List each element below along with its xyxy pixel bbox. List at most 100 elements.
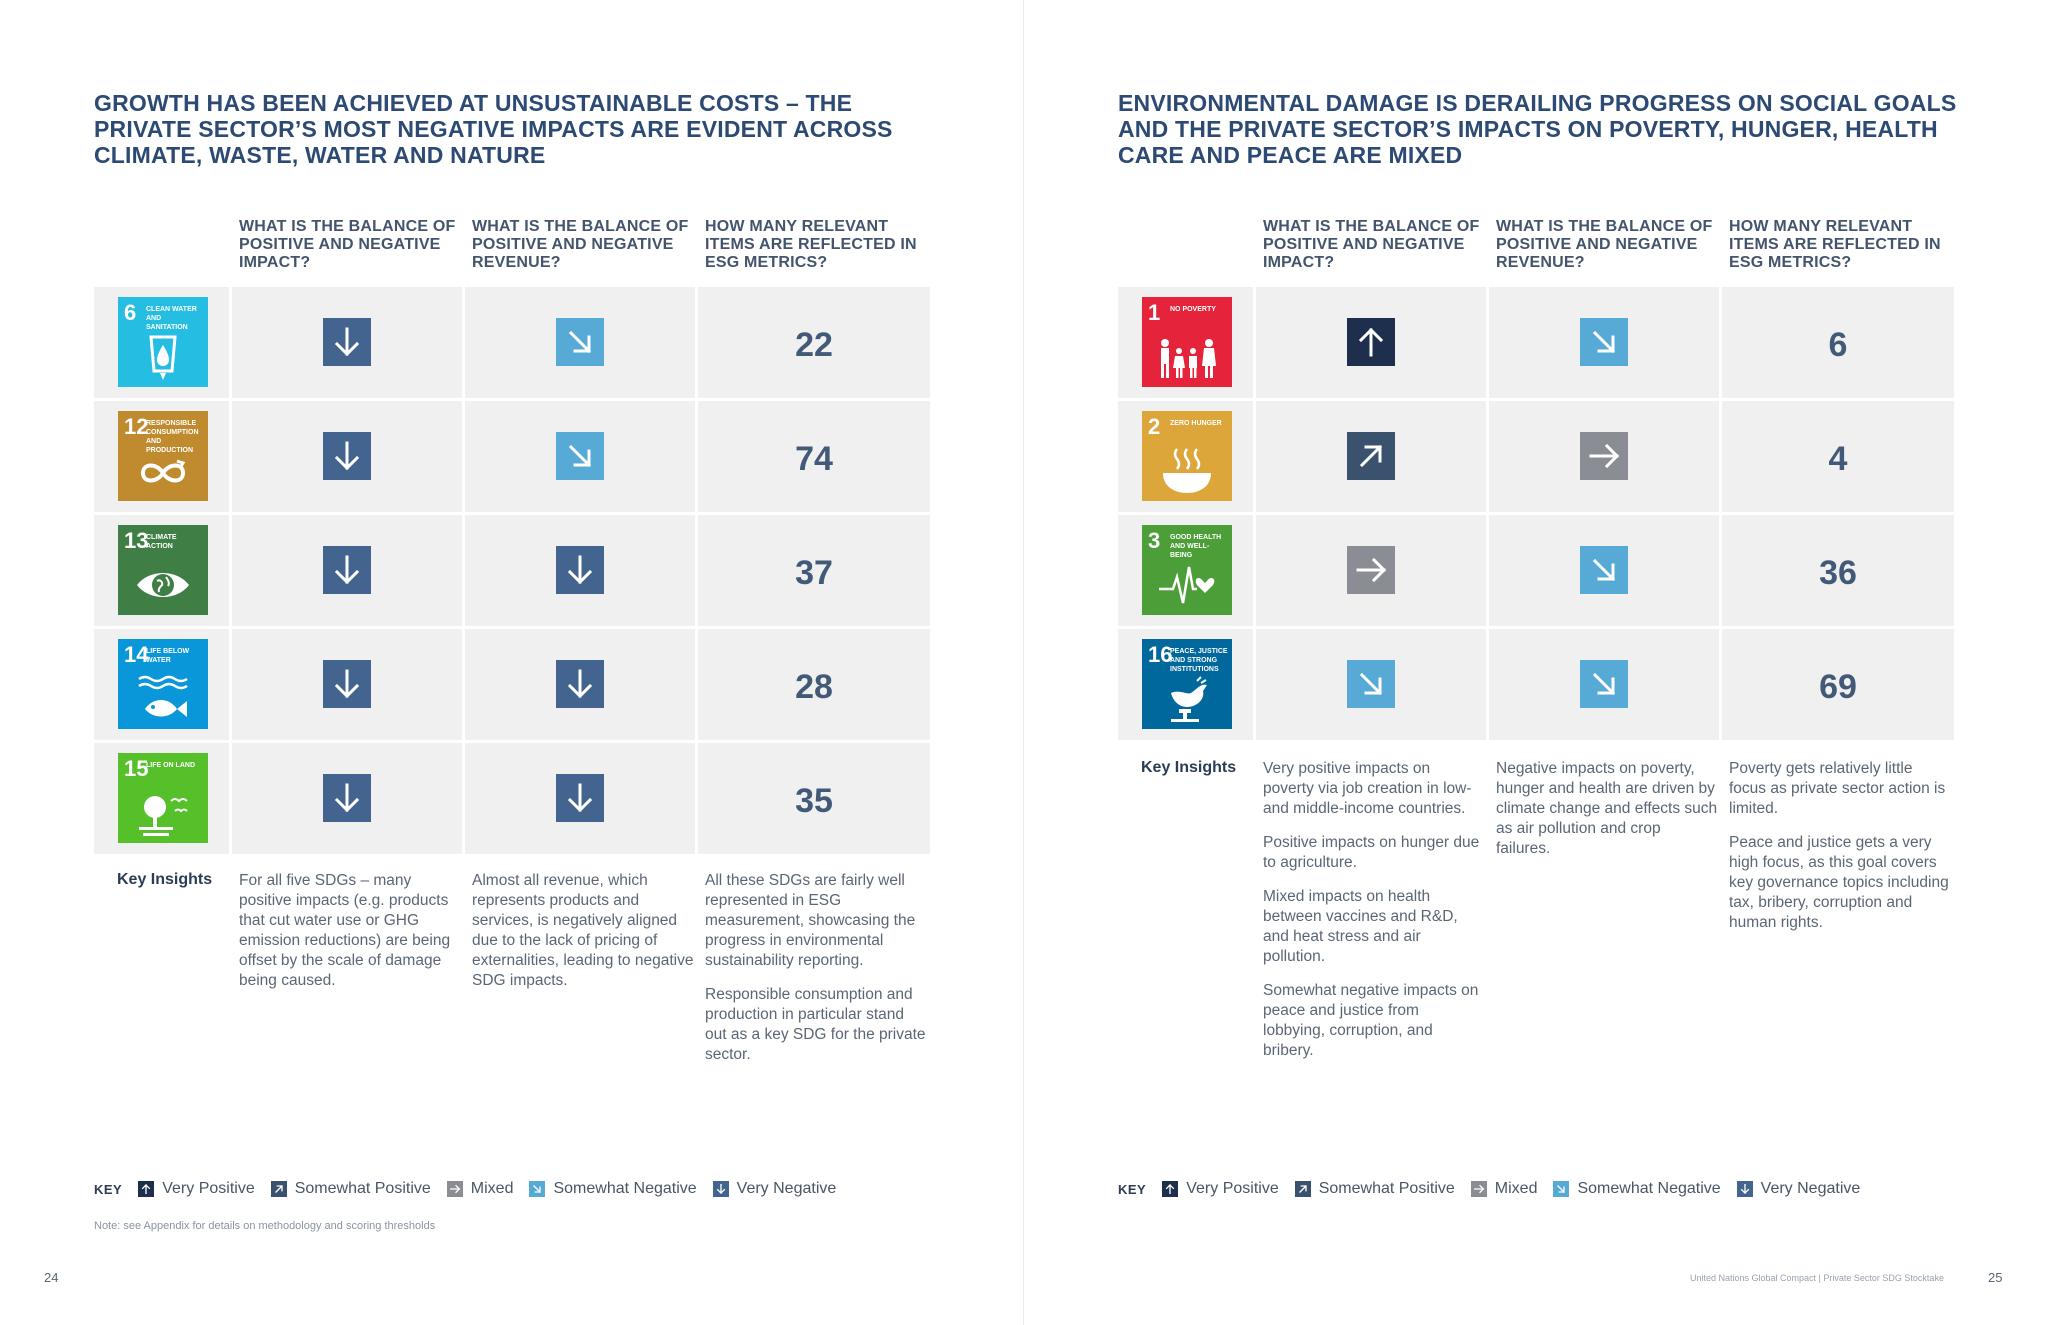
arrow-down-right-icon (1347, 660, 1395, 708)
sdg-tile: 16 PEACE, JUSTICE AND STRONG INSTITUTIONS (1142, 639, 1232, 729)
earth-eye-icon (133, 559, 193, 611)
sdg-table: 1 NO POVERTY 6 2 ZERO HUNGER 4 3 GOOD HEALTH AN… (1118, 287, 1954, 743)
esg-count: 22 (795, 326, 833, 364)
legend-key: KEY Very Positive Somewhat Positive Mixed So… (1118, 1180, 1876, 1198)
arrow-down-right-icon (556, 318, 604, 366)
footer-text: United Nations Global Compact | Private … (1690, 1273, 1944, 1283)
sdg-tile: 13 CLIMATE ACTION (118, 525, 208, 615)
sdg-number: 2 (1148, 414, 1161, 439)
arrow-down-icon (323, 660, 371, 708)
left-page: GROWTH HAS BEEN ACHIEVED AT UNSUSTAINABL… (44, 90, 930, 1285)
legend-item-label: Very Positive (162, 1180, 255, 1197)
esg-count: 28 (795, 668, 833, 706)
legend-key: KEY Very Positive Somewhat Positive Mixed So… (94, 1180, 852, 1198)
sdg-label: PEACE, JUSTICE AND STRONG INSTITUTIONS (1170, 648, 1228, 673)
column-header-esg: HOW MANY RELEVANT ITEMS ARE REFLECTED IN… (705, 218, 917, 271)
table-row: 14 LIFE BELOW WATER 28 (94, 629, 930, 740)
arrow-down-right-icon (1580, 546, 1628, 594)
legend-item-label: Very Negative (1760, 1180, 1861, 1197)
esg-count: 74 (795, 440, 833, 478)
table-row: 15 LIFE ON LAND 35 (94, 743, 930, 854)
esg-count-cell: 37 (698, 515, 930, 626)
arrow-right-icon (1470, 1181, 1487, 1197)
esg-count: 6 (1828, 326, 1848, 364)
arrow-down-right-icon (1553, 1181, 1570, 1197)
revenue-cell (465, 515, 695, 626)
sdg-cell: 3 GOOD HEALTH AND WELL-BEING (1118, 515, 1253, 626)
legend-item: Somewhat Negative (529, 1180, 697, 1198)
insight-paragraph: Somewhat negative impacts on peace and j… (1263, 982, 1479, 1059)
table-row: 13 CLIMATE ACTION 37 (94, 515, 930, 626)
sdg-cell: 15 LIFE ON LAND (94, 743, 229, 854)
arrow-right-icon (1347, 546, 1395, 594)
esg-count-cell: 22 (698, 287, 930, 398)
impact-cell (232, 287, 462, 398)
column-header-revenue: WHAT IS THE BALANCE OF POSITIVE AND NEGA… (472, 218, 689, 271)
sdg-tile: 3 GOOD HEALTH AND WELL-BEING (1142, 525, 1232, 615)
sdg-label: RESPONSIBLE CONSUMPTION AND PRODUCTION (146, 420, 199, 454)
column-header-esg: HOW MANY RELEVANT ITEMS ARE REFLECTED IN… (1729, 218, 1941, 271)
table-row: 3 GOOD HEALTH AND WELL-BEING 36 (1118, 515, 1954, 626)
revenue-cell (465, 287, 695, 398)
legend-item: Somewhat Negative (1553, 1180, 1721, 1198)
arrow-right-icon (1580, 432, 1628, 480)
insights-impact: Very positive impacts on poverty via job… (1263, 759, 1485, 1075)
methodology-note: Note: see Appendix for details on method… (94, 1220, 436, 1232)
table-row: 12 RESPONSIBLE CONSUMPTION AND PRODUCTION… (94, 401, 930, 512)
arrow-right-icon (446, 1181, 463, 1197)
page-title: ENVIRONMENTAL DAMAGE IS DERAILING PROGRE… (1118, 90, 1957, 168)
arrow-up-icon (1347, 318, 1395, 366)
esg-count-cell: 35 (698, 743, 930, 854)
esg-count: 37 (795, 554, 833, 592)
water-drop-glass-icon (133, 331, 193, 383)
sdg-label: GOOD HEALTH AND WELL-BEING (1170, 534, 1222, 559)
sdg-cell: 12 RESPONSIBLE CONSUMPTION AND PRODUCTION (94, 401, 229, 512)
legend-item-label: Mixed (1494, 1180, 1538, 1197)
impact-cell (232, 515, 462, 626)
insights-revenue: Negative impacts on poverty, hunger and … (1496, 759, 1718, 873)
sdg-cell: 13 CLIMATE ACTION (94, 515, 229, 626)
impact-cell (232, 401, 462, 512)
arrow-down-right-icon (1580, 660, 1628, 708)
heartbeat-icon (1157, 559, 1217, 611)
legend-item-label: Very Positive (1186, 1180, 1279, 1197)
insight-paragraph: Negative impacts on poverty, hunger and … (1496, 760, 1718, 857)
infinity-loop-icon (133, 445, 193, 497)
sdg-tile: 6 CLEAN WATER AND SANITATION (118, 297, 208, 387)
legend-item-label: Somewhat Positive (1318, 1180, 1455, 1197)
insight-paragraph: Peace and justice gets a very high focus… (1729, 834, 1949, 931)
insight-paragraph: Almost all revenue, which represents pro… (472, 872, 694, 989)
page-number: 25 (1988, 1270, 2003, 1285)
family-people-icon (1157, 331, 1217, 383)
legend-item: Mixed (446, 1180, 513, 1198)
arrow-down-icon (323, 774, 371, 822)
arrow-up-icon (1162, 1181, 1179, 1197)
sdg-label: CLEAN WATER AND SANITATION (146, 306, 197, 331)
dove-gavel-icon (1157, 673, 1217, 725)
revenue-cell (1489, 287, 1719, 398)
page-title: GROWTH HAS BEEN ACHIEVED AT UNSUSTAINABL… (94, 90, 893, 168)
revenue-cell (465, 401, 695, 512)
legend-item: Somewhat Positive (270, 1180, 431, 1198)
impact-cell (232, 629, 462, 740)
legend-item: Very Positive (138, 1180, 255, 1198)
right-page: ENVIRONMENTAL DAMAGE IS DERAILING PROGRE… (1024, 0, 2048, 1325)
table-row: 6 CLEAN WATER AND SANITATION 22 (94, 287, 930, 398)
key-insights-label: Key Insights (117, 871, 213, 888)
impact-cell (1256, 629, 1486, 740)
arrow-down-icon (556, 660, 604, 708)
revenue-cell (1489, 515, 1719, 626)
legend-item-label: Somewhat Negative (1577, 1180, 1721, 1197)
arrow-down-right-icon (556, 432, 604, 480)
arrow-down-icon (323, 546, 371, 594)
arrow-down-icon (323, 318, 371, 366)
column-header-impact: WHAT IS THE BALANCE OF POSITIVE AND NEGA… (239, 218, 456, 271)
esg-count: 69 (1819, 668, 1857, 706)
sdg-table: 6 CLEAN WATER AND SANITATION 22 12 RESPONSIB… (94, 287, 930, 857)
impact-cell (232, 743, 462, 854)
fish-waves-icon (133, 673, 193, 725)
esg-count: 4 (1828, 440, 1848, 478)
insight-paragraph: Poverty gets relatively little focus as … (1729, 760, 1946, 817)
insight-paragraph: Very positive impacts on poverty via job… (1263, 760, 1472, 817)
insight-paragraph: Responsible consumption and production i… (705, 986, 926, 1063)
